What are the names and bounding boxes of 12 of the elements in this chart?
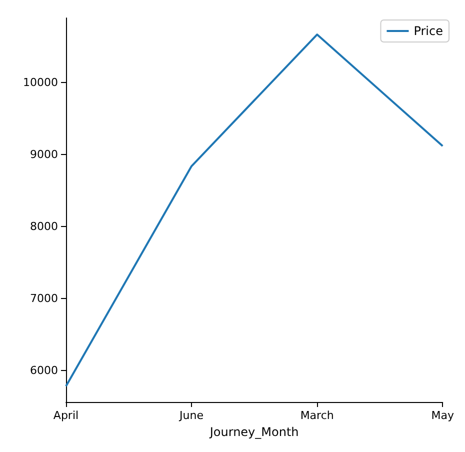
y-tick-label: 8000 [30,220,58,234]
x-axis-title: Journey_Month [208,424,299,439]
y-tick-label: 7000 [30,292,58,305]
y-tick-label: 10000 [23,76,58,90]
y-tick-label: 6000 [30,364,58,377]
x-tick-label: April [53,409,79,422]
line-series [65,34,444,388]
y-tick-label: 9000 [30,148,58,162]
x-tick-label: March [300,409,334,422]
legend-label: Price [414,24,444,38]
x-tick-label: May [431,409,454,422]
x-tick-label: June [178,409,204,422]
